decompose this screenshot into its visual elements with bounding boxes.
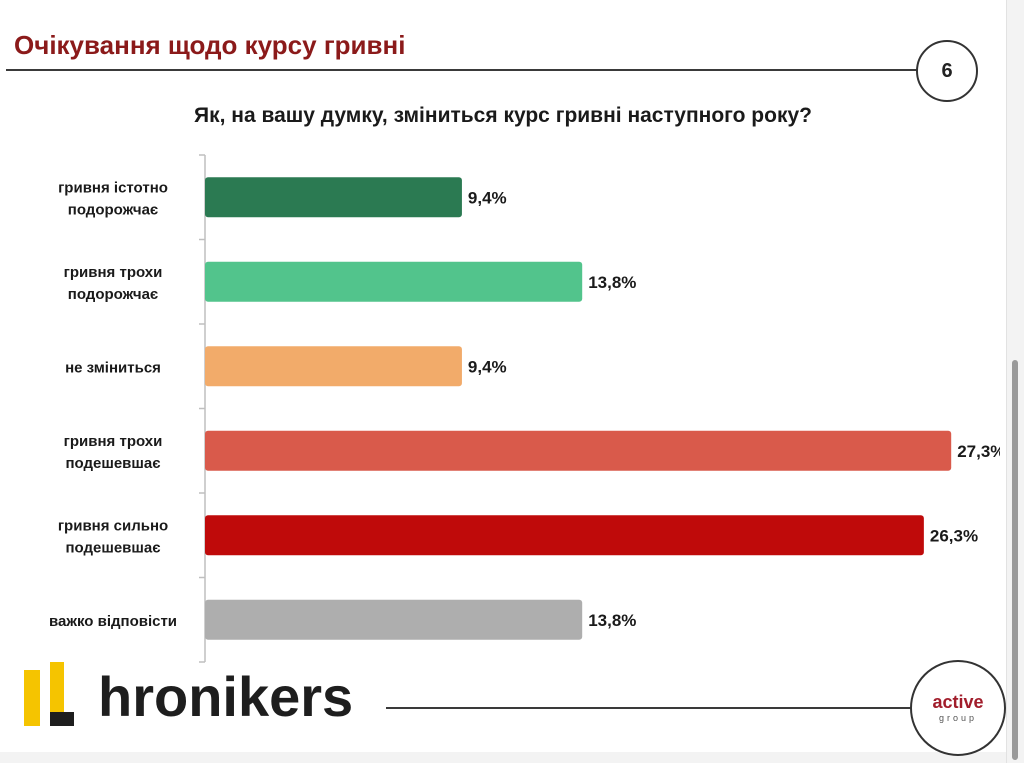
category-label-1: гривня трохи подорожчає <box>64 264 163 303</box>
hronikers-logo: hronikers <box>98 665 354 728</box>
data-label-5: 13,8% <box>588 611 636 630</box>
bottom-edge <box>0 752 1006 763</box>
bar-chart: 9,4% гривня істотно подорожчає 13,8% гривня … <box>49 154 1000 663</box>
group-logo-word: group <box>938 713 978 723</box>
slide-title: Очікування щодо курсу гривні <box>14 30 406 60</box>
bar-5 <box>205 599 583 640</box>
page-number: 6 <box>916 40 978 102</box>
bar-0 <box>205 177 462 218</box>
hronikers-logo-mark-icon <box>24 662 74 726</box>
data-label-1: 13,8% <box>588 273 636 292</box>
category-label-0: гривня істотно подорожчає <box>58 179 168 218</box>
title-divider <box>6 69 918 71</box>
scrollbar-thumb[interactable] <box>1012 360 1018 760</box>
category-label-5: важко відповісти <box>49 613 177 630</box>
data-label-3: 27,3% <box>957 442 1000 461</box>
active-logo-word: active <box>932 692 984 712</box>
bar-3 <box>205 430 952 471</box>
footer-divider <box>386 707 912 709</box>
data-label-2: 9,4% <box>468 357 507 376</box>
chart-title: Як, на вашу думку, зміниться курс гривні… <box>194 104 812 127</box>
bar-1 <box>205 261 583 302</box>
category-label-2: не зміниться <box>65 359 161 376</box>
category-label-4: гривня сильно подешевшає <box>58 517 168 556</box>
bar-4 <box>205 515 924 556</box>
category-label-3: гривня трохи подешевшає <box>64 433 163 472</box>
data-label-4: 26,3% <box>930 526 978 545</box>
active-group-logo: active group <box>910 660 1006 756</box>
bar-2 <box>205 346 462 387</box>
data-label-0: 9,4% <box>468 188 507 207</box>
